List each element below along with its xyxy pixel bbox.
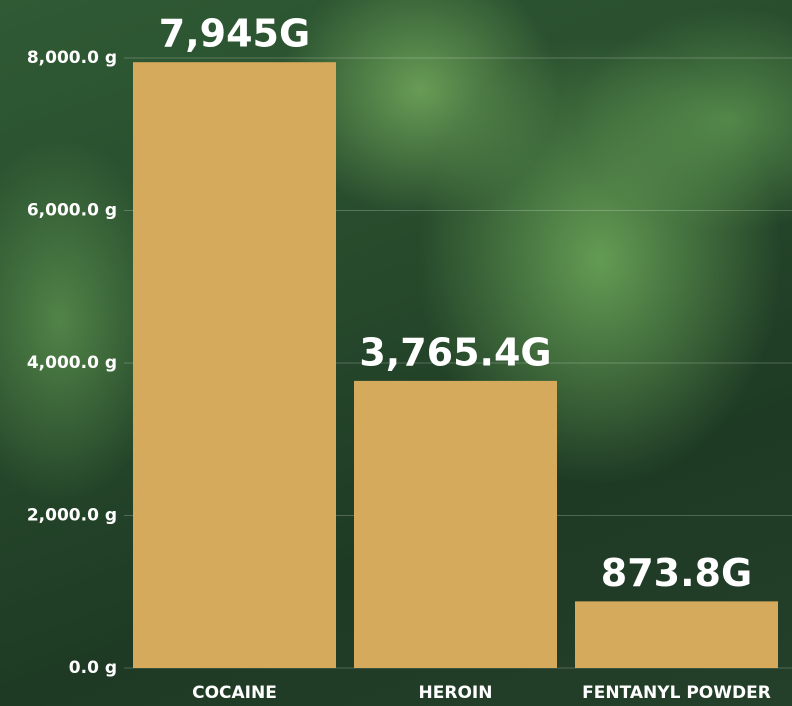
chart: 0.0 g 2,000.0 g 4,000.0 g 6,000.0 g 8,000.0 … [0,0,792,706]
x-tick-label: COCAINE [192,683,277,703]
x-tick-label: HEROIN [419,683,493,703]
value-label: 873.8G [601,551,752,595]
value-label: 3,765.4G [359,330,551,374]
y-tick-label: 0.0 g [69,658,117,678]
y-tick-label: 6,000.0 g [27,201,117,221]
bar [133,62,336,668]
x-tick-label: FENTANYL POWDER [582,683,771,703]
y-tick-label: 2,000.0 g [27,506,117,526]
page: 0.0 g 2,000.0 g 4,000.0 g 6,000.0 g 8,000.0 … [0,0,792,706]
y-tick-label: 4,000.0 g [27,353,117,373]
bar [354,381,557,668]
y-tick-label: 8,000.0 g [27,48,117,68]
value-label: 7,945G [159,12,310,56]
bar [575,601,778,668]
